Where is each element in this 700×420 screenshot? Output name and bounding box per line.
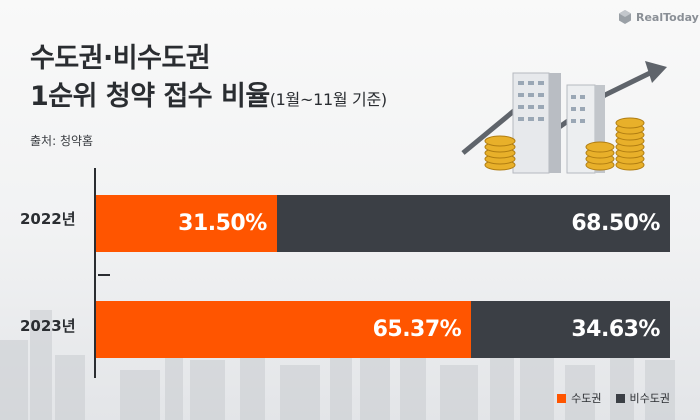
data-label: 34.63% [571, 317, 660, 342]
chart-axis-line [94, 168, 96, 378]
stacked-bar: 65.37% 34.63% [96, 301, 670, 358]
brand-logo: RealToday [618, 10, 699, 24]
bar-segment-non-capital: 34.63% [471, 301, 670, 358]
buildings-coins-illustration [461, 61, 667, 174]
chart-title-line1: 수도권·비수도권 [30, 43, 211, 74]
legend-label: 비수도권 [629, 392, 670, 405]
bar-segment-non-capital: 68.50% [276, 195, 670, 252]
legend-label: 수도권 [571, 392, 602, 405]
legend-swatch [557, 393, 567, 403]
chart-title-subtitle: (1월~11월 기준) [269, 90, 387, 109]
category-label: 2023년 [20, 317, 76, 335]
bar-segment-capital: 31.50% [96, 195, 277, 252]
chart-title: 수도권·비수도권 1순위 청약 접수 비율(1월~11월 기준) [30, 40, 387, 119]
legend-swatch [615, 393, 625, 403]
chart-title-line2: 1순위 청약 접수 비율 [30, 81, 270, 112]
category-label: 2022년 [20, 210, 76, 228]
chart-axis-tick [98, 274, 110, 276]
chart-legend: 수도권 비수도권 [557, 390, 670, 406]
chart-source: 출처: 청약홈 [30, 134, 94, 148]
brand-logo-text: RealToday [636, 10, 699, 24]
data-label: 65.37% [372, 317, 462, 342]
legend-item: 수도권 [557, 390, 602, 406]
cube-logo-icon [619, 10, 631, 24]
data-label: 68.50% [571, 211, 660, 236]
bar-segment-capital: 65.37% [96, 301, 472, 358]
legend-item: 비수도권 [615, 390, 670, 406]
data-label: 31.50% [178, 211, 267, 236]
stacked-bar: 31.50% 68.50% [96, 195, 670, 252]
